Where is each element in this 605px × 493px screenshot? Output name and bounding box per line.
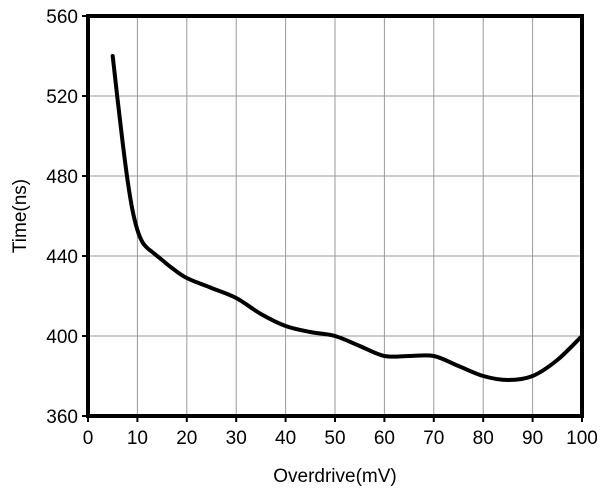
y-axis-title: Time(ns) [10, 179, 31, 253]
series-group [110, 54, 584, 382]
y-tick-label: 520 [46, 87, 78, 108]
x-tick-label: 0 [83, 428, 94, 449]
y-axis-ticks: 360 400 440 480 520 560 [46, 7, 88, 428]
x-tick-label: 90 [522, 428, 543, 449]
x-axis-ticks: 0 10 20 30 40 50 60 70 80 90 100 [83, 416, 598, 449]
x-tick-label: 20 [176, 428, 197, 449]
x-tick-label: 60 [374, 428, 395, 449]
x-tick-label: 30 [226, 428, 247, 449]
y-tick-label: 560 [46, 7, 78, 28]
series-line [110, 54, 584, 382]
y-tick-label: 360 [46, 407, 78, 428]
x-axis-title: Overdrive(mV) [273, 466, 397, 487]
x-tick-label: 10 [127, 428, 148, 449]
grid-lines [88, 16, 582, 416]
y-tick-label: 400 [46, 327, 78, 348]
x-tick-label: 80 [473, 428, 494, 449]
x-tick-label: 50 [324, 428, 345, 449]
x-tick-label: 100 [566, 428, 598, 449]
x-tick-label: 40 [275, 428, 296, 449]
y-tick-label: 440 [46, 247, 78, 268]
y-tick-label: 480 [46, 167, 78, 188]
x-tick-label: 70 [423, 428, 444, 449]
